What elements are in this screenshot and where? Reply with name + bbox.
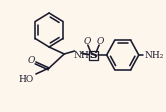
Text: NH: NH: [73, 51, 89, 60]
Text: O: O: [96, 37, 104, 46]
Text: S: S: [90, 51, 97, 60]
Bar: [89, 51, 98, 60]
Text: S: S: [90, 51, 97, 60]
Text: HO: HO: [19, 74, 34, 83]
Text: O: O: [83, 37, 90, 46]
Text: O: O: [27, 56, 35, 65]
Text: NH₂: NH₂: [144, 51, 164, 60]
